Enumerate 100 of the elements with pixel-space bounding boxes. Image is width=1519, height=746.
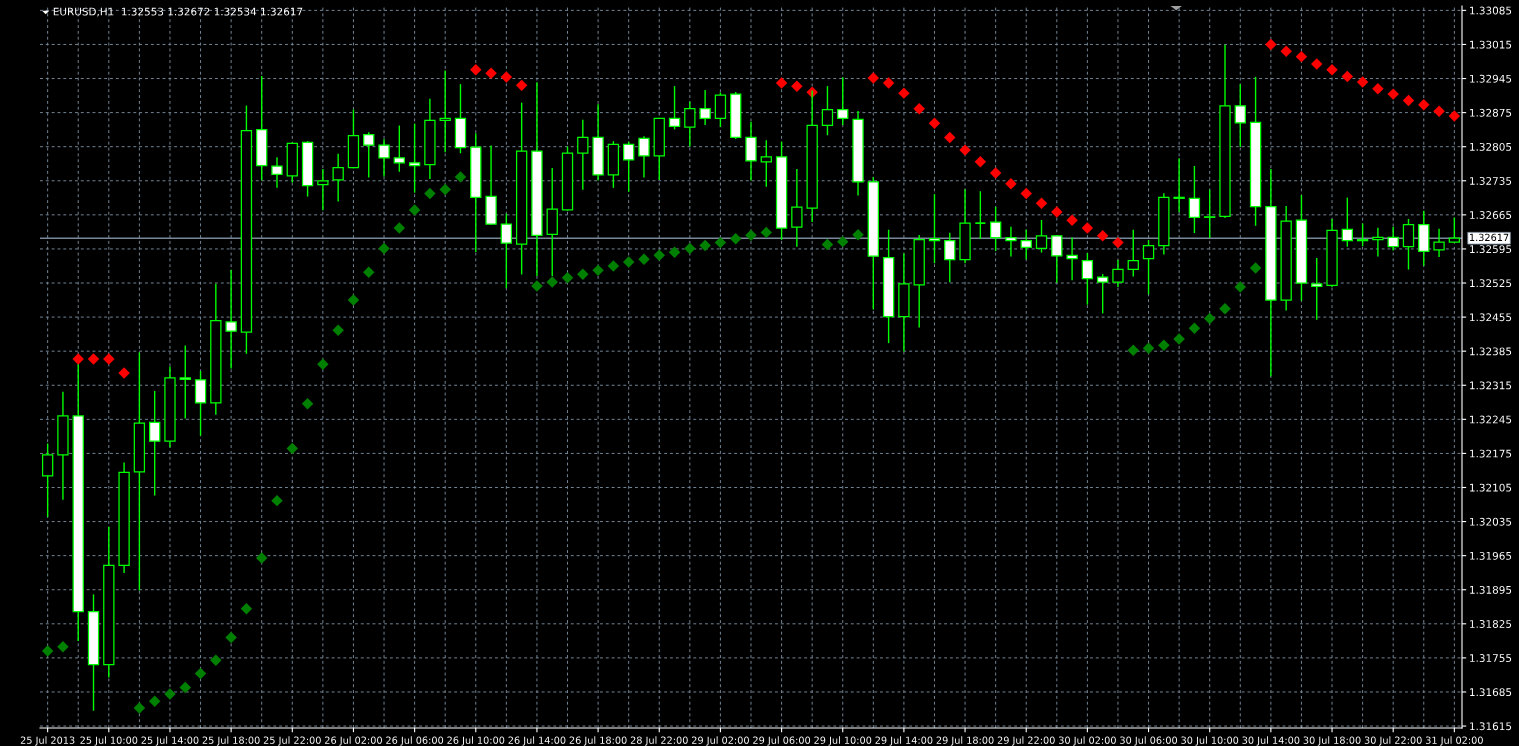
x-tick-label: 29 Jul 18:00 bbox=[936, 736, 994, 746]
candlestick bbox=[179, 345, 191, 419]
y-tick-label: 1.32105 bbox=[1470, 483, 1512, 492]
candlestick bbox=[1311, 257, 1323, 320]
candlestick bbox=[149, 390, 161, 496]
point bbox=[301, 398, 314, 410]
point bbox=[1234, 281, 1247, 293]
chart-title: EURUSD,H1 1.32553 1.32672 1.32534 1.32617 bbox=[53, 7, 303, 17]
point bbox=[378, 242, 390, 255]
candlestick bbox=[317, 168, 329, 211]
y-tick-label: 1.31685 bbox=[1470, 688, 1512, 697]
candlestick bbox=[1188, 165, 1201, 234]
point bbox=[592, 264, 604, 277]
candlestick bbox=[378, 139, 390, 177]
point bbox=[1203, 312, 1216, 325]
x-tick-label: 25 Jul 22:00 bbox=[263, 736, 321, 746]
point bbox=[1418, 99, 1430, 111]
point bbox=[913, 103, 925, 115]
candlestick bbox=[1204, 189, 1216, 238]
y-tick-label: 1.31895 bbox=[1470, 585, 1512, 594]
candlestick bbox=[974, 191, 987, 239]
candlestick bbox=[1112, 259, 1124, 288]
x-tick-label: 26 Jul 10:00 bbox=[447, 736, 505, 746]
candlestick bbox=[1173, 158, 1185, 213]
point bbox=[959, 144, 971, 156]
point bbox=[791, 80, 803, 93]
candlestick bbox=[760, 140, 772, 187]
point bbox=[531, 280, 543, 292]
point bbox=[240, 602, 253, 615]
point bbox=[515, 79, 528, 92]
candlestick bbox=[714, 92, 727, 127]
point bbox=[1188, 322, 1201, 335]
x-tick-label: 25 Jul 18:00 bbox=[202, 736, 260, 746]
y-tick-label: 1.33015 bbox=[1470, 40, 1512, 49]
point bbox=[408, 204, 421, 216]
point bbox=[118, 367, 130, 379]
point bbox=[1066, 214, 1078, 226]
point bbox=[1433, 105, 1445, 117]
point bbox=[332, 324, 344, 336]
candlestick bbox=[989, 206, 1002, 252]
point bbox=[684, 242, 696, 255]
point bbox=[439, 183, 451, 196]
point bbox=[989, 167, 1002, 179]
point bbox=[852, 229, 864, 241]
candlestick bbox=[1387, 226, 1399, 251]
point bbox=[1356, 76, 1369, 88]
candlestick bbox=[791, 168, 803, 247]
point bbox=[210, 654, 222, 667]
candlestick bbox=[1127, 229, 1139, 277]
x-tick-label: 26 Jul 18:00 bbox=[569, 736, 627, 746]
point bbox=[1035, 197, 1048, 209]
y-tick-label: 1.32595 bbox=[1470, 245, 1512, 254]
y-tick-label: 1.32525 bbox=[1470, 279, 1512, 288]
point bbox=[928, 117, 941, 130]
candlestick bbox=[684, 101, 696, 147]
candlestick bbox=[1433, 228, 1445, 257]
point bbox=[1249, 262, 1262, 274]
ref-line-label: 1.32617 bbox=[1470, 233, 1509, 242]
point bbox=[1173, 333, 1185, 345]
candlestick bbox=[1020, 229, 1032, 260]
point bbox=[882, 77, 895, 89]
candlestick bbox=[332, 153, 344, 202]
point bbox=[775, 77, 788, 89]
candlestick bbox=[1234, 84, 1246, 147]
x-tick-label: 25 Jul 10:00 bbox=[80, 736, 138, 746]
point bbox=[133, 702, 146, 714]
candlestick bbox=[1402, 219, 1415, 270]
point bbox=[668, 246, 681, 259]
x-tick-label: 30 Jul 10:00 bbox=[1181, 736, 1239, 746]
point bbox=[1341, 70, 1354, 83]
point bbox=[485, 67, 497, 79]
point bbox=[57, 640, 69, 653]
y-tick-label: 1.32245 bbox=[1470, 415, 1512, 424]
y-tick-label: 1.31825 bbox=[1470, 620, 1512, 628]
point bbox=[148, 695, 161, 707]
y-tick-label: 1.32455 bbox=[1470, 313, 1512, 322]
candlestick bbox=[393, 125, 405, 172]
candlestick bbox=[1372, 227, 1384, 257]
candlestick bbox=[668, 86, 681, 130]
x-tick-label: 25 Jul 2013 bbox=[20, 736, 75, 746]
point bbox=[607, 260, 620, 272]
point bbox=[317, 358, 329, 371]
y-tick-label: 1.32035 bbox=[1470, 517, 1512, 526]
x-tick-label: 30 Jul 22:00 bbox=[1364, 736, 1422, 746]
point bbox=[1219, 303, 1231, 315]
candlestick bbox=[271, 157, 283, 188]
point bbox=[546, 276, 558, 288]
point bbox=[1020, 187, 1032, 200]
candlestick bbox=[944, 232, 956, 283]
point bbox=[1096, 230, 1109, 242]
point bbox=[1081, 222, 1094, 234]
x-tick-label: 28 Jul 22:00 bbox=[630, 736, 688, 746]
point bbox=[255, 552, 268, 564]
y-tick-label: 1.32385 bbox=[1470, 347, 1512, 356]
y-tick-label: 1.31755 bbox=[1470, 654, 1512, 662]
point bbox=[393, 222, 406, 234]
y-tick-label: 1.32945 bbox=[1470, 74, 1512, 83]
point bbox=[821, 238, 834, 251]
point bbox=[1448, 110, 1461, 122]
point bbox=[729, 232, 742, 245]
